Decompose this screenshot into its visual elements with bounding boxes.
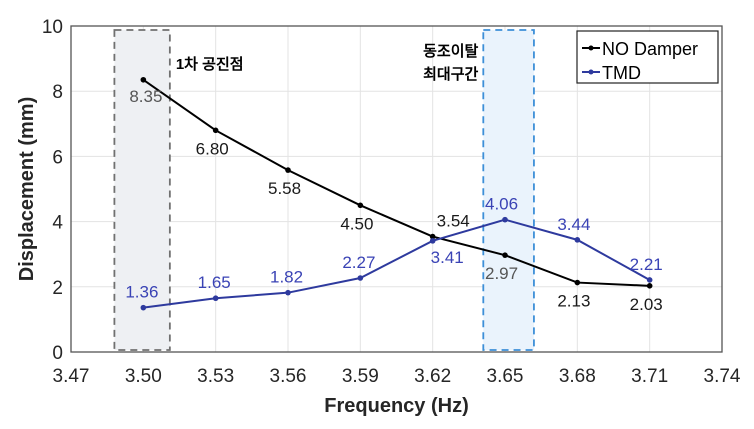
y-tick-label: 2	[52, 278, 63, 299]
data-label: 1.65	[198, 273, 231, 292]
data-label: 1.82	[270, 268, 303, 287]
data-label: 2.21	[630, 255, 663, 274]
y-axis-label: Displacement (mm)	[16, 97, 38, 282]
y-tick-label: 10	[42, 17, 63, 38]
x-axis-label: Frequency (Hz)	[324, 395, 468, 417]
annotation-detuning: 최대구간	[423, 65, 478, 83]
data-label: 4.50	[340, 214, 373, 233]
annotation-resonance: 1차 공진점	[176, 55, 244, 73]
highlight-region	[113, 29, 171, 351]
data-point	[357, 202, 364, 209]
y-tick-label: 8	[52, 82, 63, 103]
data-point	[140, 304, 147, 311]
data-point	[646, 277, 653, 283]
data-label: 2.13	[557, 292, 590, 311]
data-point	[285, 289, 291, 296]
highlight-region	[482, 29, 535, 351]
x-tick-label: 3.62	[414, 366, 451, 387]
data-label: 1.36	[125, 283, 158, 302]
data-point	[357, 275, 364, 281]
data-point	[429, 233, 436, 240]
series-line-no-damper	[142, 78, 650, 287]
data-point	[285, 167, 291, 173]
y-tick-label: 4	[52, 213, 63, 234]
axes-box	[70, 25, 723, 353]
data-label: 3.54	[437, 212, 470, 231]
x-tick-label: 3.71	[631, 366, 668, 387]
data-point	[574, 237, 581, 243]
legend-marker	[588, 45, 594, 51]
data-point	[574, 279, 581, 286]
data-point	[212, 127, 219, 134]
data-point	[502, 216, 508, 223]
x-tick-label: 3.59	[342, 366, 379, 387]
data-label: 8.35	[129, 87, 162, 106]
data-point	[502, 252, 508, 258]
legend-entry: TMD	[602, 63, 641, 83]
x-tick-label: 3.68	[559, 366, 596, 387]
data-point	[212, 295, 219, 302]
y-tick-label: 6	[52, 147, 63, 168]
legend-entry: NO Damper	[602, 39, 698, 59]
y-tick-label: 0	[52, 343, 63, 364]
data-point	[646, 283, 653, 289]
x-tick-label: 3.56	[270, 366, 307, 387]
data-point	[140, 76, 147, 83]
x-tick-label: 3.65	[487, 366, 524, 387]
legend-box	[576, 30, 719, 84]
data-label: 6.80	[196, 139, 229, 158]
x-tick-label: 3.53	[197, 366, 234, 387]
data-label: 5.58	[268, 179, 301, 198]
x-tick-label: 3.74	[704, 366, 741, 387]
data-label: 3.44	[557, 215, 590, 234]
data-label: 3.41	[431, 248, 464, 267]
data-label: 2.97	[485, 264, 518, 283]
x-tick-label: 3.47	[53, 366, 90, 387]
x-tick-label: 3.50	[125, 366, 162, 387]
data-label: 2.03	[630, 295, 663, 314]
annotation-detuning: 동조이탈	[423, 43, 478, 60]
data-point	[429, 238, 436, 244]
legend-marker	[588, 69, 594, 75]
data-label: 2.27	[342, 253, 375, 272]
series-line-tmd	[143, 218, 651, 309]
data-label: 4.06	[485, 195, 518, 214]
